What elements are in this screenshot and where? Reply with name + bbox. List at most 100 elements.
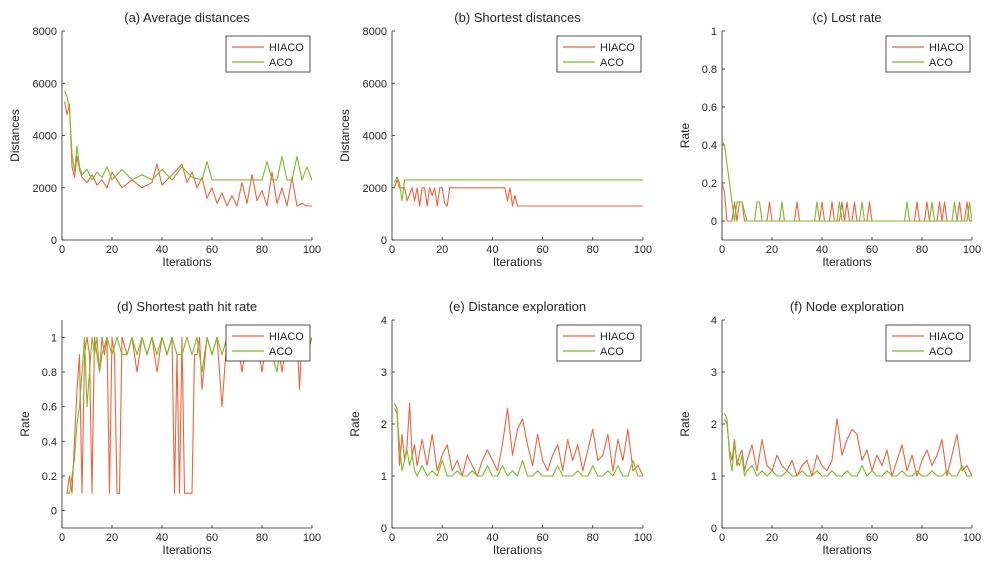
y-tick-label: 1 bbox=[381, 471, 387, 483]
legend-label: ACO bbox=[600, 57, 624, 69]
y-tick-label: 0 bbox=[51, 235, 57, 247]
x-tick-label: 60 bbox=[866, 532, 878, 544]
legend-label: ACO bbox=[269, 346, 293, 358]
x-tick-label: 100 bbox=[634, 244, 652, 256]
y-tick-label: 0 bbox=[381, 235, 387, 247]
x-tick-label: 40 bbox=[156, 532, 168, 544]
x-tick-label: 20 bbox=[106, 532, 118, 544]
legend: HIACO ACO bbox=[225, 324, 311, 362]
y-tick-label: 2000 bbox=[33, 183, 57, 195]
y-tick-label: 2 bbox=[711, 419, 717, 431]
x-tick-label: 40 bbox=[816, 244, 828, 256]
y-tick-label: 3 bbox=[711, 367, 717, 379]
series-line-aco bbox=[394, 176, 643, 202]
chart-panel-6: (f) Node exploration 0 20 40 60 80 100 0 1 2 3 4 Ite… bbox=[678, 299, 981, 557]
x-axis-label: Iterations bbox=[822, 255, 871, 269]
chart-panel-4: (d) Shortest path hit rate 0 20 40 60 80 100 0 0… bbox=[18, 299, 321, 557]
chart-panel-5: (e) Distance exploration 0 20 40 60 80 100 0 1 2 3… bbox=[348, 299, 652, 557]
x-tick-label: 80 bbox=[256, 532, 268, 544]
x-tick-label: 0 bbox=[389, 244, 395, 256]
y-tick-label: 2000 bbox=[363, 183, 387, 195]
x-tick-label: 80 bbox=[916, 532, 928, 544]
legend: HIACO ACO bbox=[885, 35, 971, 73]
x-tick-label: 80 bbox=[916, 244, 928, 256]
series-line-hiaco bbox=[394, 402, 643, 477]
x-tick-label: 80 bbox=[587, 532, 599, 544]
y-tick-label: 0.4 bbox=[42, 436, 57, 448]
x-tick-label: 80 bbox=[256, 244, 268, 256]
x-tick-label: 60 bbox=[206, 244, 218, 256]
x-axis-label: Iterations bbox=[493, 255, 542, 269]
x-tick-label: 0 bbox=[719, 532, 725, 544]
legend-label: HIACO bbox=[929, 42, 964, 54]
y-tick-label: 0.2 bbox=[702, 178, 717, 190]
legend-box bbox=[225, 35, 311, 73]
x-tick-label: 40 bbox=[816, 532, 828, 544]
x-tick-label: 20 bbox=[766, 532, 778, 544]
y-tick-label: 8000 bbox=[363, 26, 387, 38]
x-tick-label: 40 bbox=[486, 244, 498, 256]
chart-panel-1: (a) Average distances 0 20 40 60 80 100 0 2000 40… bbox=[8, 10, 321, 269]
y-tick-label: 6000 bbox=[363, 78, 387, 90]
series-line-hiaco bbox=[393, 179, 643, 207]
y-tick-label: 4000 bbox=[363, 131, 387, 143]
legend-box bbox=[556, 324, 642, 362]
y-axis-label: Rate bbox=[678, 123, 692, 149]
x-tick-label: 0 bbox=[59, 244, 65, 256]
y-tick-label: 0 bbox=[381, 523, 387, 535]
y-tick-label: 0.8 bbox=[702, 64, 717, 76]
x-tick-label: 100 bbox=[963, 244, 981, 256]
x-tick-label: 0 bbox=[59, 532, 65, 544]
y-axis-label: Distances bbox=[338, 109, 352, 162]
series-line-hiaco bbox=[722, 182, 972, 222]
y-tick-label: 4000 bbox=[33, 131, 57, 143]
y-tick-label: 0.2 bbox=[42, 471, 57, 483]
y-tick-label: 0 bbox=[51, 506, 57, 518]
series-line-aco bbox=[722, 140, 972, 222]
y-tick-label: 0.6 bbox=[702, 102, 717, 114]
chart-panel-3: (c) Lost rate 0 20 40 60 80 100 0 0.2 0.4 0.6 0.8 1 I… bbox=[678, 10, 981, 269]
x-axis-label: Iterations bbox=[162, 543, 211, 557]
y-tick-label: 8000 bbox=[33, 26, 57, 38]
series-line-aco bbox=[64, 90, 312, 181]
y-tick-label: 0 bbox=[711, 216, 717, 228]
legend-box bbox=[885, 324, 971, 362]
legend-label: ACO bbox=[269, 57, 293, 69]
y-tick-label: 0.8 bbox=[42, 367, 57, 379]
series-line-aco bbox=[724, 413, 972, 477]
chart-title: (a) Average distances bbox=[124, 10, 250, 25]
series-line-hiaco bbox=[724, 418, 972, 477]
y-tick-label: 0.4 bbox=[702, 140, 717, 152]
x-tick-label: 20 bbox=[106, 244, 118, 256]
legend-label: HIACO bbox=[269, 331, 304, 343]
x-axis-label: Iterations bbox=[822, 543, 871, 557]
y-axis-label: Rate bbox=[348, 411, 362, 437]
x-axis-label: Iterations bbox=[493, 543, 542, 557]
x-axis-label: Iterations bbox=[162, 255, 211, 269]
series-line-hiaco bbox=[66, 336, 312, 494]
legend-label: ACO bbox=[929, 57, 953, 69]
legend-label: ACO bbox=[600, 346, 624, 358]
chart-title: (f) Node exploration bbox=[790, 299, 904, 314]
x-tick-label: 20 bbox=[436, 244, 448, 256]
chart-title: (d) Shortest path hit rate bbox=[117, 299, 257, 314]
y-axis-label: Rate bbox=[18, 411, 32, 437]
x-tick-label: 0 bbox=[719, 244, 725, 256]
y-tick-label: 4 bbox=[711, 315, 717, 327]
chart-title: (e) Distance exploration bbox=[449, 299, 586, 314]
series-line-hiaco bbox=[63, 101, 312, 207]
x-tick-label: 100 bbox=[963, 532, 981, 544]
legend-label: HIACO bbox=[600, 331, 635, 343]
y-axis-label: Distances bbox=[8, 109, 22, 162]
y-tick-label: 1 bbox=[711, 471, 717, 483]
x-tick-label: 60 bbox=[206, 532, 218, 544]
x-tick-label: 40 bbox=[156, 244, 168, 256]
chart-title: (b) Shortest distances bbox=[454, 10, 581, 25]
series-line-aco bbox=[394, 408, 643, 477]
x-tick-label: 20 bbox=[436, 532, 448, 544]
legend: HIACO ACO bbox=[556, 35, 642, 73]
legend-box bbox=[225, 324, 311, 362]
y-tick-label: 1 bbox=[711, 26, 717, 38]
y-axis-label: Rate bbox=[678, 411, 692, 437]
